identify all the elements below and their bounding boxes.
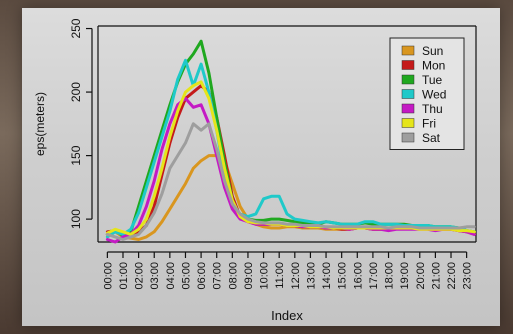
legend-label-sat: Sat (422, 131, 441, 145)
x-tick-label: 03:00 (149, 262, 161, 290)
x-tick-label: 11:00 (274, 262, 286, 289)
x-tick-label: 09:00 (243, 262, 255, 290)
x-tick-label: 12:00 (290, 262, 302, 290)
axes (91, 25, 477, 253)
legend-swatch-fri (401, 118, 415, 128)
y-ticks: 100 150 200 250 (69, 18, 92, 229)
legend-swatch-thu (401, 103, 415, 114)
y-tick-label: 200 (69, 82, 83, 102)
legend-label-tue: Tue (422, 73, 443, 87)
x-tick-label: 22:00 (446, 262, 458, 290)
y-axis-label: eps(meters) (33, 92, 47, 156)
y-tick-label: 100 (69, 209, 83, 229)
legend-label-sun: Sun (422, 44, 443, 58)
x-tick-label: 07:00 (212, 262, 224, 290)
legend-swatch-sat (401, 132, 415, 143)
series-lines (105, 39, 476, 244)
y-tick-label: 250 (69, 18, 83, 38)
x-tick-label: 15:00 (337, 262, 349, 290)
x-tick-label: 23:00 (462, 262, 474, 290)
x-tick-label: 05:00 (180, 262, 192, 290)
legend-swatch-tue (401, 74, 415, 85)
legend-label-fri: Fri (422, 117, 436, 131)
legend-swatch-sun (401, 45, 415, 56)
line-chart: 100 150 200 250 00:00 01:00 02:00 03:00 04:00 05… (33, 18, 477, 323)
x-tick-label: 21:00 (430, 262, 442, 290)
chart-panel: 100 150 200 250 00:00 01:00 02:00 03:00 04:00 05… (22, 8, 500, 326)
x-axis-label: Index (271, 308, 303, 323)
x-tick-label: 17:00 (368, 262, 380, 290)
x-tick-label: 06:00 (196, 262, 208, 290)
x-tick-label: 10:00 (259, 262, 271, 290)
x-tick-label: 16:00 (352, 262, 364, 290)
legend-swatch-wed (401, 89, 415, 99)
x-ticks: 00:00 01:00 02:00 03:00 04:00 05:00 06:00 07:00… (102, 252, 474, 290)
legend-label-thu: Thu (422, 102, 443, 116)
y-tick-label: 150 (69, 145, 83, 165)
x-tick-label: 00:00 (102, 262, 114, 290)
x-tick-label: 19:00 (399, 262, 411, 290)
x-tick-label: 08:00 (227, 262, 239, 290)
x-tick-label: 14:00 (321, 262, 333, 290)
x-tick-label: 13:00 (305, 262, 317, 290)
x-tick-label: 02:00 (134, 262, 146, 290)
series-line-sat (105, 122, 476, 241)
legend-box (389, 37, 465, 150)
x-tick-label: 04:00 (165, 262, 177, 290)
x-tick-label: 18:00 (384, 262, 396, 290)
x-tick-label: 01:00 (118, 262, 130, 290)
legend-label-mon: Mon (422, 59, 445, 73)
legend-swatch-mon (401, 60, 415, 70)
x-tick-label: 20:00 (415, 262, 427, 290)
legend-label-wed: Wed (422, 88, 446, 102)
